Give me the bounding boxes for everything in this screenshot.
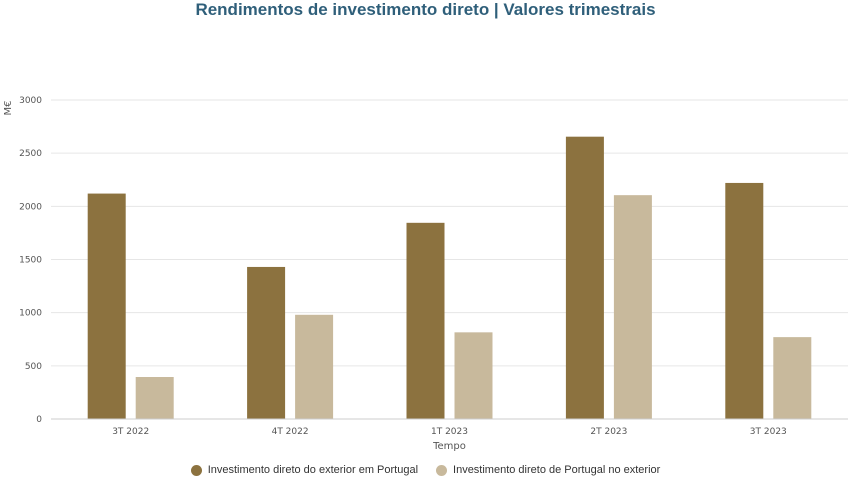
y-tick-label: 1500 bbox=[19, 256, 42, 266]
y-tick-label: 2500 bbox=[19, 149, 42, 159]
y-axis-ticks: 0 500 1000 1500 2000 2500 3000 bbox=[19, 96, 42, 425]
bar-3t-2023-series-1[interactable] bbox=[725, 182, 764, 419]
bar-4t-2022-series-1[interactable] bbox=[247, 266, 286, 419]
y-tick-label: 2000 bbox=[19, 202, 42, 212]
bars bbox=[87, 136, 812, 419]
x-tick-label: 3T 2023 bbox=[750, 427, 787, 437]
bar-4t-2022-series-2[interactable] bbox=[295, 314, 334, 419]
x-tick-label: 4T 2022 bbox=[272, 427, 309, 437]
legend-label: Investimento direto de Portugal no exter… bbox=[453, 464, 661, 476]
bar-1t-2023-series-2[interactable] bbox=[454, 332, 493, 419]
legend-marker-icon bbox=[436, 464, 448, 476]
gridlines bbox=[51, 99, 848, 367]
x-tick-label: 3T 2022 bbox=[112, 427, 149, 437]
x-tick-label: 2T 2023 bbox=[590, 427, 627, 437]
bar-3t-2022-series-1[interactable] bbox=[87, 193, 126, 419]
y-tick-label: 1000 bbox=[19, 309, 42, 319]
y-tick-label: 3000 bbox=[19, 96, 42, 106]
x-tick-label: 1T 2023 bbox=[431, 427, 468, 437]
legend: Investimento direto do exterior em Portu… bbox=[0, 464, 851, 476]
bar-3t-2023-series-2[interactable] bbox=[773, 337, 812, 419]
bar-1t-2023-series-1[interactable] bbox=[406, 222, 445, 419]
legend-marker-icon bbox=[190, 464, 202, 476]
legend-item-series-2[interactable]: Investimento direto de Portugal no exter… bbox=[436, 464, 660, 476]
x-axis-title: Tempo bbox=[432, 441, 466, 452]
bar-3t-2022-series-2[interactable] bbox=[135, 376, 174, 419]
y-tick-label: 500 bbox=[25, 362, 42, 372]
y-axis-title: M€ bbox=[3, 101, 14, 116]
legend-item-series-1[interactable]: Investimento direto do exterior em Portu… bbox=[190, 464, 419, 476]
chart-title: Rendimentos de investimento direto | Val… bbox=[195, 0, 656, 19]
bar-2t-2023-series-2[interactable] bbox=[613, 195, 652, 419]
y-tick-label: 0 bbox=[36, 415, 42, 425]
bar-2t-2023-series-1[interactable] bbox=[565, 136, 604, 419]
x-axis-ticks: 3T 2022 4T 2022 1T 2023 2T 2023 3T 2023 bbox=[112, 427, 787, 437]
legend-label: Investimento direto do exterior em Portu… bbox=[207, 464, 419, 476]
